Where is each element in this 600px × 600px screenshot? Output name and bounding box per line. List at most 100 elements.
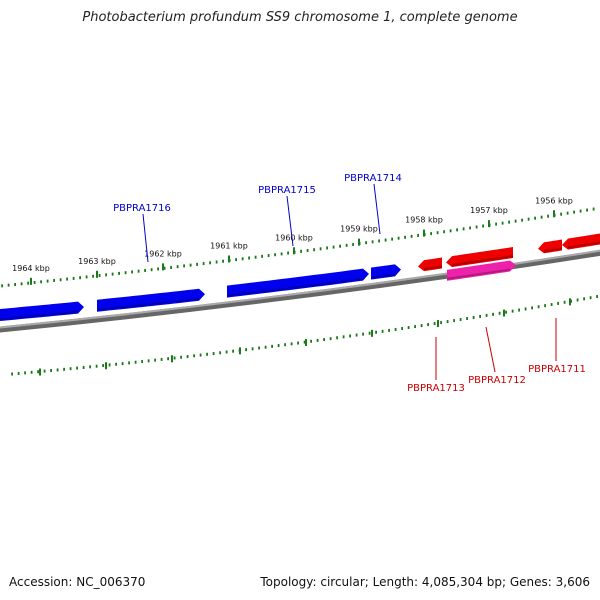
inner-minor-tick [102, 364, 104, 368]
inner-minor-tick [505, 310, 507, 314]
inner-minor-tick [433, 322, 436, 326]
outer-minor-tick [410, 234, 413, 238]
gene-pbpra1712[interactable] [446, 260, 516, 281]
outer-minor-tick [430, 232, 432, 236]
tick-label: 1956 kbp [535, 196, 573, 205]
inner-minor-tick [381, 329, 384, 333]
outer-minor-tick [98, 274, 101, 278]
gene-label[interactable]: PBPRA1715 [258, 185, 316, 196]
outer-minor-tick [300, 249, 302, 253]
outer-minor-tick [144, 268, 146, 272]
outer-minor-tick [163, 266, 166, 270]
inner-major-tick [105, 362, 107, 370]
inner-minor-tick [219, 351, 221, 355]
gene-pbpra1712-upper[interactable] [446, 247, 514, 268]
outer-major-tick [488, 220, 490, 228]
gene-pbpra1716[interactable] [96, 288, 205, 312]
inner-minor-tick [323, 338, 325, 342]
gene-label[interactable]: PBPRA1713 [407, 383, 465, 394]
outer-minor-tick [462, 227, 465, 231]
gene-label[interactable]: PBPRA1714 [344, 173, 402, 184]
outer-minor-tick [280, 252, 283, 256]
outer-minor-tick [46, 279, 49, 283]
outer-minor-tick [352, 242, 354, 246]
inner-minor-tick [427, 323, 429, 327]
outer-minor-tick [417, 233, 419, 237]
gene-label[interactable]: PBPRA1712 [468, 375, 526, 386]
outer-minor-tick [105, 273, 107, 277]
outer-minor-tick [202, 262, 205, 266]
gene-label-leader [286, 195, 294, 247]
inner-minor-tick [173, 356, 176, 360]
inner-minor-tick [108, 363, 111, 367]
inner-minor-tick [290, 342, 293, 346]
inner-minor-tick [297, 341, 299, 345]
inner-minor-tick [134, 360, 137, 364]
outer-minor-tick [248, 256, 250, 260]
outer-minor-tick [118, 271, 120, 275]
inner-minor-tick [11, 372, 13, 376]
inner-minor-tick [277, 344, 280, 348]
inner-minor-tick [258, 346, 260, 350]
tick-label: 1958 kbp [405, 216, 443, 225]
outer-minor-tick [313, 248, 315, 252]
tick-label: 1960 kbp [275, 233, 313, 242]
outer-minor-tick [27, 281, 29, 285]
outer-minor-tick [59, 278, 62, 282]
inner-minor-tick [524, 307, 527, 311]
outer-major-tick [162, 263, 164, 271]
inner-minor-tick [24, 371, 26, 375]
inner-minor-tick [193, 354, 195, 358]
inner-minor-tick [37, 370, 39, 374]
inner-minor-tick [128, 361, 130, 365]
inner-minor-tick [186, 355, 189, 359]
map-title: Photobacterium profundum SS9 chromosome … [82, 10, 518, 25]
outer-minor-tick [469, 226, 471, 230]
inner-minor-tick [388, 328, 390, 332]
outer-minor-tick [475, 225, 478, 229]
inner-major-tick [171, 355, 173, 363]
gene-label[interactable]: PBPRA1711 [528, 364, 586, 375]
inner-minor-tick [394, 327, 397, 331]
gene-unlabeled-reverse[interactable] [538, 239, 563, 254]
outer-minor-tick [1, 284, 3, 288]
inner-minor-tick [544, 304, 546, 308]
gene-label[interactable]: PBPRA1716 [113, 203, 171, 214]
outer-minor-tick [189, 263, 192, 267]
outer-minor-tick [150, 268, 153, 272]
gene-unlabeled-forward[interactable] [0, 301, 84, 321]
outer-minor-tick [397, 236, 400, 240]
gene-pbpra1714[interactable] [370, 264, 401, 280]
chromosome-backbone-highlight [0, 249, 600, 329]
inner-minor-tick [596, 295, 598, 299]
inner-major-tick [503, 309, 505, 317]
gene-label-leader [485, 326, 496, 373]
outer-minor-tick [456, 228, 458, 232]
outer-minor-tick [540, 215, 543, 219]
inner-minor-tick [264, 345, 267, 349]
accession-label: Accession: NC_006370 [9, 575, 146, 589]
gene-pbpra1711[interactable] [562, 233, 600, 250]
inner-minor-tick [368, 331, 371, 335]
outer-major-tick [293, 247, 295, 255]
outer-major-tick [30, 277, 32, 285]
outer-major-tick [96, 270, 98, 278]
outer-minor-tick [124, 271, 127, 275]
outer-minor-tick [573, 210, 575, 214]
inner-minor-tick [485, 313, 488, 317]
outer-minor-tick [176, 265, 179, 269]
outer-minor-tick [566, 211, 569, 215]
outer-major-tick [358, 238, 360, 246]
inner-major-tick [239, 347, 241, 355]
inner-minor-tick [414, 325, 416, 329]
inner-minor-tick [50, 369, 52, 373]
inner-minor-tick [284, 343, 286, 347]
outer-minor-tick [586, 208, 588, 212]
gene-pbpra1713[interactable] [418, 257, 443, 272]
outer-minor-tick [436, 231, 439, 235]
gene-pbpra1715[interactable] [226, 268, 369, 298]
inner-minor-tick [589, 296, 592, 300]
inner-minor-tick [576, 298, 579, 302]
inner-minor-tick [401, 326, 403, 330]
inner-major-tick [371, 329, 373, 337]
